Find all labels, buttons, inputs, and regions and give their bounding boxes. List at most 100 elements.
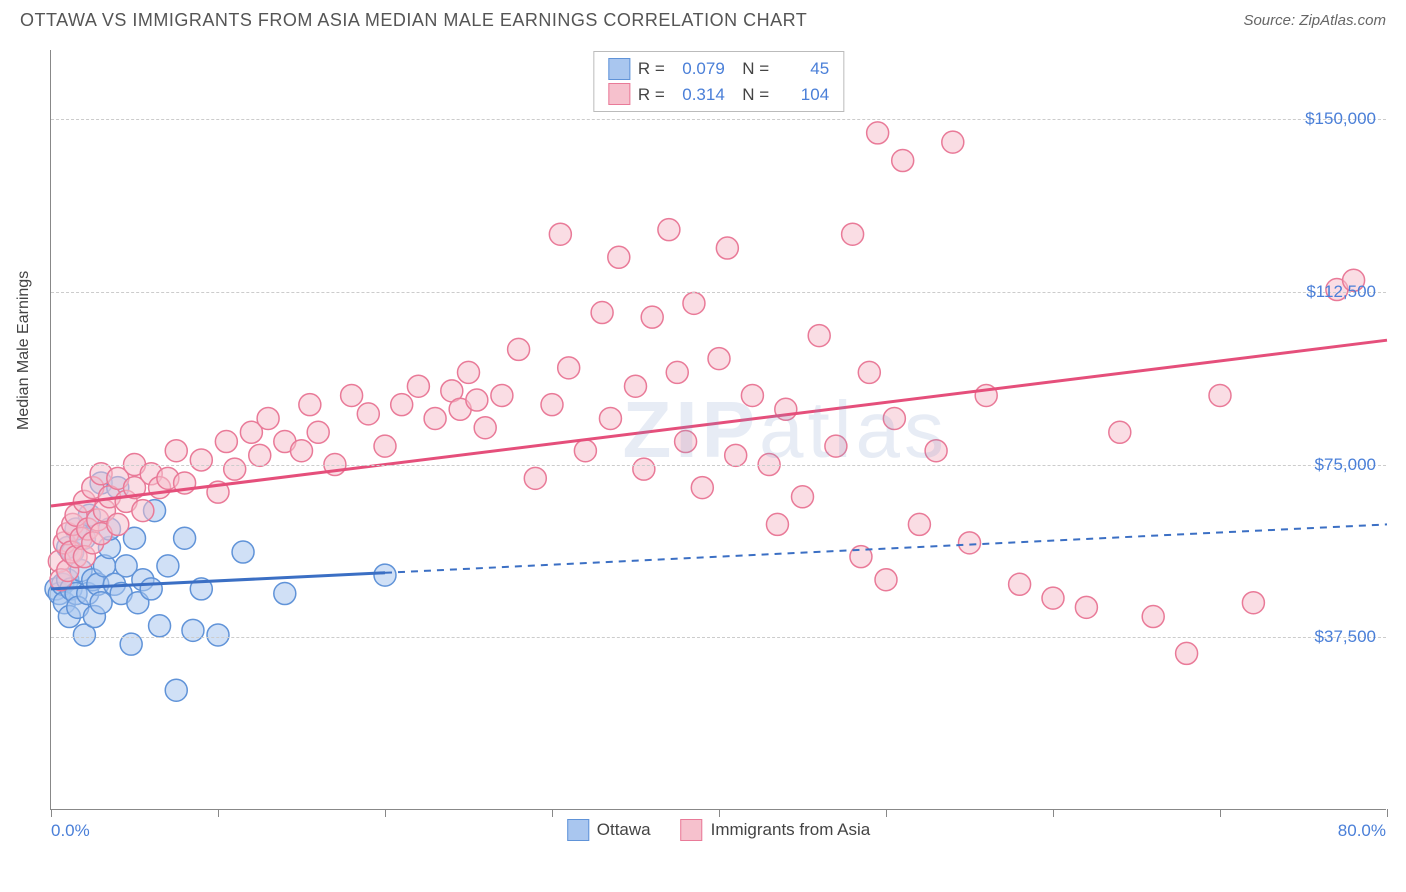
data-point (666, 361, 688, 383)
data-point (524, 467, 546, 489)
data-point (808, 325, 830, 347)
data-point (508, 338, 530, 360)
data-point (908, 513, 930, 535)
gridline (51, 465, 1386, 466)
data-point (675, 431, 697, 453)
data-point (574, 440, 596, 462)
data-point (792, 486, 814, 508)
data-point (274, 583, 296, 605)
data-point (107, 513, 129, 535)
data-point (1009, 573, 1031, 595)
data-point (741, 384, 763, 406)
n-label: N = (733, 82, 769, 108)
data-point (1109, 421, 1131, 443)
data-point (1209, 384, 1231, 406)
swatch-series-1 (608, 83, 630, 105)
data-point (1142, 606, 1164, 628)
data-point (249, 444, 271, 466)
x-tick (719, 809, 720, 817)
data-point (725, 444, 747, 466)
data-point (132, 500, 154, 522)
data-point (424, 407, 446, 429)
data-point (942, 131, 964, 153)
series-name-1: Immigrants from Asia (711, 820, 871, 840)
data-point (625, 375, 647, 397)
data-point (474, 417, 496, 439)
x-tick (1053, 809, 1054, 817)
y-axis-label: Median Male Earnings (15, 271, 33, 430)
data-point (391, 394, 413, 416)
r-label: R = (638, 82, 665, 108)
data-point (867, 122, 889, 144)
data-point (875, 569, 897, 591)
data-point (374, 564, 396, 586)
data-point (207, 624, 229, 646)
data-point (883, 407, 905, 429)
data-point (858, 361, 880, 383)
gridline (51, 637, 1386, 638)
data-point (842, 223, 864, 245)
source-label: Source: ZipAtlas.com (1243, 12, 1386, 29)
chart-title: OTTAWA VS IMMIGRANTS FROM ASIA MEDIAN MA… (20, 10, 807, 31)
scatter-plot (51, 50, 1386, 809)
series-name-0: Ottawa (597, 820, 651, 840)
n-value-1: 104 (777, 82, 829, 108)
data-point (825, 435, 847, 457)
data-point (341, 384, 363, 406)
data-point (641, 306, 663, 328)
legend-item: Ottawa (567, 819, 651, 841)
data-point (174, 527, 196, 549)
data-point (491, 384, 513, 406)
y-tick-label: $75,000 (1315, 455, 1376, 475)
data-point (1042, 587, 1064, 609)
data-point (257, 407, 279, 429)
x-tick (1387, 809, 1388, 817)
gridline (51, 292, 1386, 293)
data-point (466, 389, 488, 411)
data-point (608, 246, 630, 268)
x-axis-min-label: 0.0% (51, 821, 90, 841)
data-point (299, 394, 321, 416)
data-point (232, 541, 254, 563)
data-point (407, 375, 429, 397)
x-tick (1220, 809, 1221, 817)
data-point (374, 435, 396, 457)
data-point (683, 292, 705, 314)
data-point (716, 237, 738, 259)
r-value-0: 0.079 (673, 56, 725, 82)
legend-series: Ottawa Immigrants from Asia (567, 819, 871, 841)
data-point (307, 421, 329, 443)
data-point (140, 578, 162, 600)
data-point (708, 348, 730, 370)
data-point (959, 532, 981, 554)
swatch-series-0 (567, 819, 589, 841)
data-point (599, 407, 621, 429)
legend-item: Immigrants from Asia (681, 819, 871, 841)
data-point (157, 555, 179, 577)
data-point (215, 431, 237, 453)
x-axis-max-label: 80.0% (1338, 821, 1386, 841)
data-point (766, 513, 788, 535)
data-point (558, 357, 580, 379)
gridline (51, 119, 1386, 120)
data-point (1075, 596, 1097, 618)
data-point (925, 440, 947, 462)
data-point (190, 449, 212, 471)
x-tick (886, 809, 887, 817)
data-point (357, 403, 379, 425)
r-value-1: 0.314 (673, 82, 725, 108)
data-point (224, 458, 246, 480)
y-tick-label: $37,500 (1315, 627, 1376, 647)
n-value-0: 45 (777, 56, 829, 82)
data-point (633, 458, 655, 480)
data-point (892, 150, 914, 172)
r-label: R = (638, 56, 665, 82)
data-point (291, 440, 313, 462)
x-tick (385, 809, 386, 817)
x-tick (218, 809, 219, 817)
data-point (1176, 642, 1198, 664)
data-point (165, 679, 187, 701)
data-point (591, 302, 613, 324)
x-tick (552, 809, 553, 817)
y-tick-label: $150,000 (1305, 109, 1376, 129)
